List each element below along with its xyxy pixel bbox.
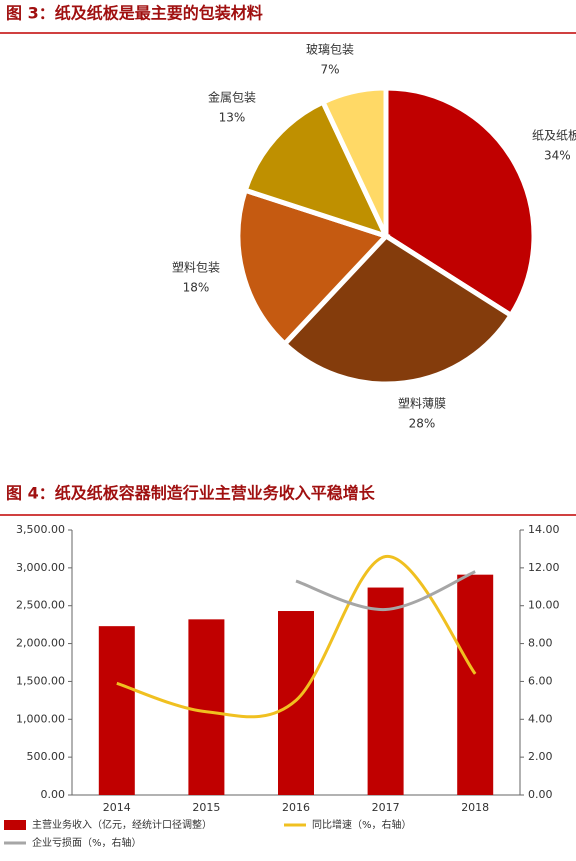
slice-value: 18% bbox=[183, 281, 210, 295]
slice-value: 28% bbox=[409, 417, 436, 431]
slice-value: 7% bbox=[320, 63, 339, 77]
x-tick-label: 2014 bbox=[103, 801, 131, 814]
y-tick-label: 3,500.00 bbox=[16, 523, 65, 536]
slice-label: 塑料包装 bbox=[172, 260, 220, 275]
y-tick-label: 500.00 bbox=[27, 750, 66, 763]
slice-value: 34% bbox=[544, 149, 571, 163]
chart-title: 图 4：纸及纸板容器制造行业主营业务收入平稳增长 bbox=[6, 484, 376, 503]
line-series bbox=[116, 554, 477, 719]
slice-label: 塑料薄膜 bbox=[398, 396, 446, 411]
y-tick-label: 1,000.00 bbox=[16, 712, 65, 725]
y-tick-label: 2,000.00 bbox=[16, 637, 65, 650]
x-tick-label: 2015 bbox=[192, 801, 220, 814]
y-tick-label: 2,500.00 bbox=[16, 599, 65, 612]
chart-title: 图 3：纸及纸板是最主要的包装材料 bbox=[6, 4, 263, 23]
y2-tick-label: 14.00 bbox=[528, 523, 560, 536]
legend-label: 主营业务收入（亿元，经统计口径调整） bbox=[32, 818, 212, 831]
slice-label: 纸及纸板 bbox=[532, 129, 576, 143]
y2-tick-label: 12.00 bbox=[528, 561, 560, 574]
pie-slice bbox=[242, 98, 391, 241]
bar bbox=[278, 611, 314, 795]
y-tick-label: 0.00 bbox=[41, 788, 66, 801]
bar bbox=[457, 574, 494, 795]
line-series bbox=[295, 570, 476, 612]
legend-swatch bbox=[4, 820, 26, 830]
x-tick-label: 2016 bbox=[282, 801, 310, 814]
slice-label: 金属包装 bbox=[208, 90, 256, 105]
bar bbox=[98, 626, 135, 795]
y2-tick-label: 6.00 bbox=[528, 674, 553, 687]
y2-tick-label: 4.00 bbox=[528, 712, 553, 725]
legend-label: 企业亏损面（%，右轴） bbox=[32, 836, 142, 849]
pie-slice bbox=[235, 187, 391, 348]
y2-tick-label: 0.00 bbox=[528, 788, 553, 801]
y2-tick-label: 8.00 bbox=[528, 637, 553, 650]
x-tick-label: 2017 bbox=[372, 801, 400, 814]
y2-tick-label: 10.00 bbox=[528, 599, 560, 612]
pie-slice bbox=[319, 85, 389, 238]
y-tick-label: 1,500.00 bbox=[16, 674, 65, 687]
y-tick-label: 3,000.00 bbox=[16, 561, 65, 574]
slice-value: 13% bbox=[219, 111, 246, 125]
legend-label: 同比增速（%，右轴） bbox=[312, 818, 412, 831]
bar bbox=[188, 619, 225, 795]
x-tick-label: 2018 bbox=[461, 801, 489, 814]
slice-label: 玻璃包装 bbox=[306, 43, 354, 57]
y2-tick-label: 2.00 bbox=[528, 750, 553, 763]
pie-slice bbox=[281, 232, 515, 387]
bar bbox=[367, 587, 404, 795]
